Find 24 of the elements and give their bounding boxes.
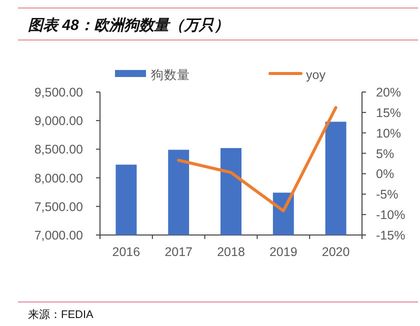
legend-label: 狗数量 [151, 68, 190, 82]
x-tick-label: 2018 [217, 245, 245, 259]
y-tick-label: 8,500.00 [34, 142, 84, 157]
x-tick-label: 2017 [164, 245, 193, 259]
y2-tick-label: 5% [376, 146, 394, 161]
x-tick-label: 2016 [112, 245, 140, 259]
y-tick-label: 9,000.00 [34, 114, 84, 128]
y-tick-label: 9,500.00 [34, 86, 84, 100]
y2-tick-label: -10% [376, 208, 406, 222]
y2-tick-label: 15% [376, 106, 402, 120]
y2-tick-label: 10% [376, 126, 402, 140]
x-tick-label: 2020 [322, 245, 350, 259]
y2-tick-label: -5% [376, 188, 398, 202]
legend-label: yoy [306, 68, 326, 82]
chart-title: 图表 48：欧洲狗数量（万只） [28, 17, 229, 34]
y-tick-label: 8,000.00 [34, 171, 84, 186]
source-note: 来源：FEDIA [28, 308, 94, 321]
y2-tick-label: 20% [376, 86, 402, 100]
y-tick-label: 7,000.00 [34, 228, 84, 242]
line-series [177, 106, 338, 212]
y2-tick-label: 0% [376, 167, 394, 182]
y-tick-label: 7,500.00 [34, 200, 84, 214]
x-tick-label: 2019 [269, 245, 298, 259]
y2-tick-label: -15% [376, 228, 406, 242]
